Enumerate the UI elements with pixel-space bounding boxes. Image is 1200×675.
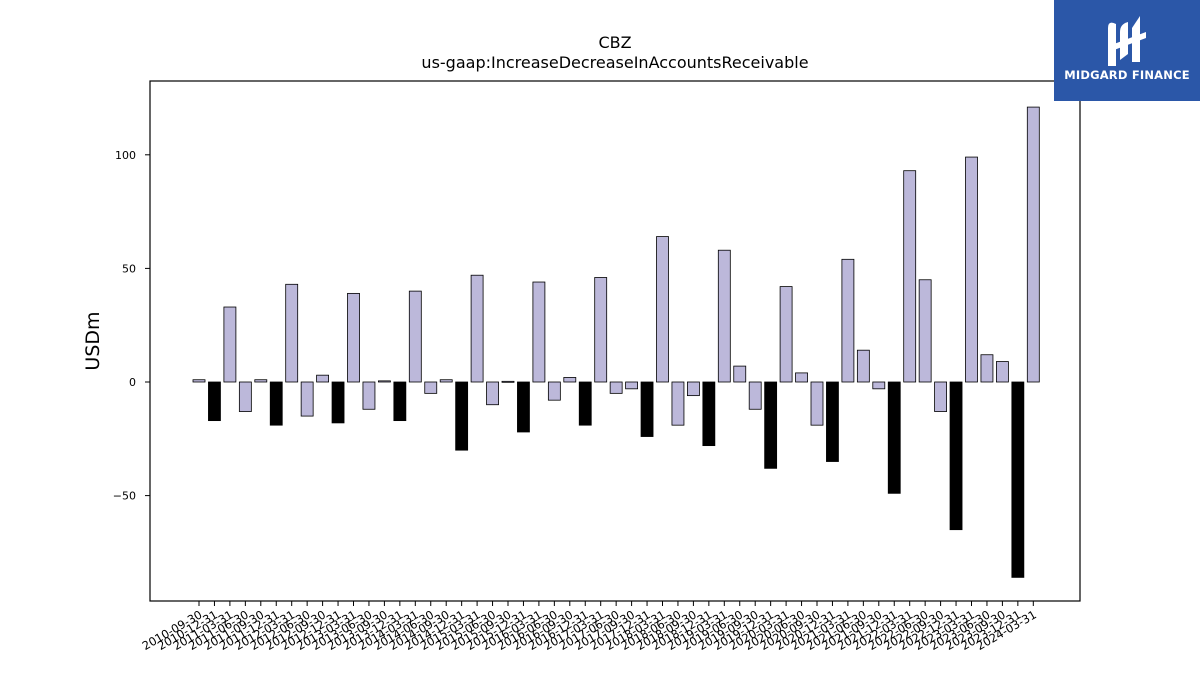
bar-2021-12-31 <box>887 381 901 494</box>
bar-2013-09-30 <box>377 380 391 383</box>
brand-logo: MIDGARD FINANCE <box>1054 0 1200 101</box>
chart-title: CBZ <box>598 33 631 52</box>
y-tick-label: 100 <box>115 149 136 162</box>
bar-2021-09-30 <box>872 381 886 390</box>
bar-2020-03-31 <box>779 286 793 383</box>
bar-2014-06-30 <box>424 381 438 394</box>
bar-2020-12-31 <box>826 381 839 462</box>
bar-2015-06-30 <box>486 381 499 406</box>
bar-2013-03-31 <box>347 292 360 383</box>
midgard-logo-icon <box>1108 16 1146 67</box>
bar-2019-09-30 <box>748 381 762 410</box>
bar-2011-09-30 <box>254 379 268 383</box>
bar-2013-06-30 <box>362 381 376 410</box>
bar-2023-06-30 <box>980 354 994 383</box>
bar-2014-03-31 <box>408 290 422 383</box>
y-tick-label: 0 <box>129 376 136 389</box>
bar-2014-12-31 <box>455 381 469 451</box>
bar-2012-09-30 <box>316 374 330 383</box>
bar-2010-12-31 <box>208 381 221 422</box>
bar-2016-03-31 <box>532 281 546 383</box>
bar-2019-06-30 <box>733 365 747 383</box>
bar-2017-09-30 <box>625 381 638 390</box>
bar-2016-12-31 <box>578 381 592 426</box>
bar-2022-03-31 <box>903 170 917 383</box>
bar-2018-12-31 <box>702 381 716 447</box>
plot-area <box>149 80 1081 602</box>
bar-2022-12-31 <box>949 381 963 531</box>
bar-2022-09-30 <box>934 381 947 412</box>
bar-2015-12-31 <box>517 381 530 433</box>
bar-2020-06-30 <box>795 372 808 383</box>
brand-name: MIDGARD FINANCE <box>1064 68 1190 82</box>
bar-2017-03-31 <box>594 277 608 383</box>
bar-2018-03-31 <box>656 236 669 383</box>
bar-2019-03-31 <box>717 249 731 383</box>
bar-2024-03-31 <box>1026 106 1040 383</box>
bar-2018-09-30 <box>687 381 700 397</box>
bar-2019-12-31 <box>764 381 778 469</box>
bar-2023-09-30 <box>996 361 1009 383</box>
bar-2012-03-31 <box>285 283 299 383</box>
bar-2021-06-30 <box>856 349 870 383</box>
bar-2012-12-31 <box>331 381 345 424</box>
bar-2015-09-30 <box>501 380 515 383</box>
bar-2011-03-31 <box>223 306 237 383</box>
bar-2021-03-31 <box>841 258 855 383</box>
bar-2016-09-30 <box>563 377 577 383</box>
bar-2010-09-30 <box>192 379 206 383</box>
bar-2023-12-31 <box>1011 381 1025 578</box>
bar-2012-06-30 <box>300 381 314 417</box>
bar-2016-06-30 <box>547 381 561 401</box>
y-tick-label: 50 <box>122 262 136 275</box>
bar-2011-06-30 <box>238 381 252 412</box>
y-tick-label: −50 <box>113 490 136 503</box>
bar-2017-06-30 <box>609 381 623 394</box>
y-axis-label: USDm <box>82 311 104 370</box>
bar-2017-12-31 <box>640 381 654 437</box>
bar-2023-03-31 <box>965 156 978 383</box>
bar-2020-09-30 <box>810 381 824 426</box>
chart-subtitle: us-gaap:IncreaseDecreaseInAccountsReceiv… <box>421 53 808 72</box>
bar-2015-03-31 <box>470 274 484 383</box>
bar-2014-09-30 <box>439 379 453 383</box>
bar-2022-06-30 <box>918 279 932 383</box>
bar-2018-06-30 <box>671 381 685 426</box>
bar-2011-12-31 <box>269 381 283 426</box>
bar-2013-12-31 <box>393 381 407 422</box>
